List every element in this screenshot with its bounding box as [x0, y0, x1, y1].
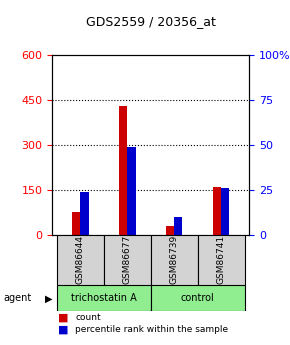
- FancyBboxPatch shape: [198, 235, 245, 285]
- Text: GSM86739: GSM86739: [170, 235, 179, 284]
- FancyBboxPatch shape: [57, 285, 151, 310]
- Bar: [213, 187, 221, 235]
- FancyBboxPatch shape: [57, 235, 104, 285]
- FancyBboxPatch shape: [151, 235, 198, 285]
- Bar: [174, 217, 182, 235]
- Bar: [127, 147, 135, 235]
- Text: trichostatin A: trichostatin A: [71, 293, 137, 303]
- Bar: [221, 188, 229, 235]
- Text: ■: ■: [58, 313, 68, 322]
- Text: agent: agent: [3, 294, 31, 303]
- Text: GSM86741: GSM86741: [217, 235, 226, 284]
- Text: GDS2559 / 20356_at: GDS2559 / 20356_at: [86, 16, 216, 29]
- Text: GSM86644: GSM86644: [76, 235, 85, 284]
- Text: GSM86677: GSM86677: [123, 235, 132, 284]
- Bar: [166, 226, 174, 235]
- Text: ▶: ▶: [45, 294, 52, 303]
- Bar: [72, 212, 80, 235]
- Text: percentile rank within the sample: percentile rank within the sample: [75, 325, 229, 334]
- Bar: [80, 191, 88, 235]
- Text: ■: ■: [58, 325, 68, 334]
- Text: count: count: [75, 313, 101, 322]
- FancyBboxPatch shape: [151, 285, 245, 310]
- FancyBboxPatch shape: [104, 235, 151, 285]
- Bar: [119, 106, 127, 235]
- Text: control: control: [181, 293, 215, 303]
